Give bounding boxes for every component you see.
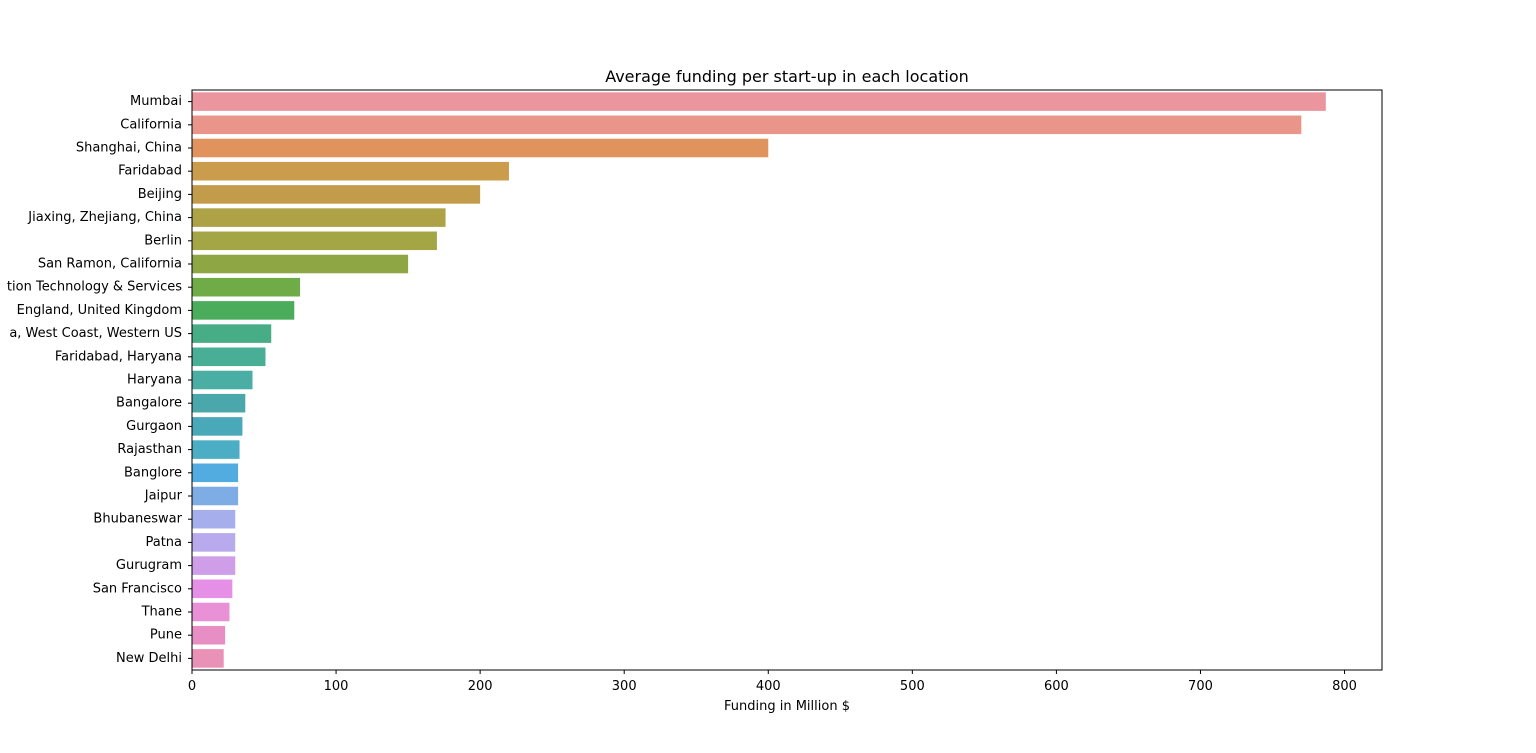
y-tick-label: California [120,117,182,132]
y-tick-label: Jiaxing, Zhejiang, China [27,210,182,225]
y-axis: Mumbai California Shanghai, China Faridabad… [7,94,192,666]
bar [192,440,240,459]
y-tick-label: Shanghai, China [76,141,182,156]
y-tick-label: tion Technology & Services [7,280,182,295]
bar [192,579,233,599]
bar [192,277,301,297]
bar [192,161,509,181]
y-tick-label: Mumbai [130,94,182,109]
y-tick-label: Thane [141,605,182,620]
bar [192,649,224,668]
x-tick-label: 400 [756,679,781,694]
plot-frame [191,89,1383,671]
y-tick-label: New Delhi [116,651,182,666]
y-tick-label: Gurugram [116,558,182,573]
y-tick-label: Pune [150,628,182,643]
bar [192,370,253,390]
bar [192,463,239,483]
y-tick-label: Bangalore [116,396,182,411]
y-tick-label: Gurgaon [126,419,182,434]
bar [192,417,243,436]
bar [192,254,409,274]
bar [192,138,769,158]
y-tick-label: Bhubaneswar [93,512,182,527]
x-tick-label: 800 [1332,679,1357,694]
x-tick-label: 600 [1044,679,1069,694]
x-tick-label: 100 [324,679,349,694]
bar [192,301,295,320]
y-tick-label: San Francisco [93,581,182,596]
x-tick-label: 300 [612,679,637,694]
y-tick-label: Jaipur [144,489,183,504]
y-tick-label: England, United Kingdom [17,303,182,318]
x-tick-label: 200 [468,679,493,694]
y-tick-label: Beijing [138,187,182,202]
y-tick-label: Faridabad, Haryana [55,349,182,364]
bar [192,486,239,506]
bar [192,556,236,575]
y-tick-label: Haryana [127,373,182,388]
y-tick-label: a, West Coast, Western US [9,326,182,341]
bar [192,347,266,367]
y-tick-label: Faridabad [118,164,182,179]
bar [192,92,1326,111]
y-tick-label: Rajasthan [117,442,182,457]
x-tick-label: 500 [900,679,925,694]
bar [192,208,446,227]
bar [192,533,236,552]
chart-title: Average funding per start-up in each loc… [605,67,969,86]
x-tick-label: 700 [1188,679,1213,694]
bar [192,393,246,413]
bar [192,115,1302,135]
y-tick-label: San Ramon, California [38,257,182,272]
bars-group [192,92,1326,668]
bar [192,231,437,251]
bar [192,602,230,622]
y-tick-label: Patna [145,535,182,550]
bar [192,509,236,529]
y-tick-label: Banglore [124,465,182,480]
x-axis-label: Funding in Million $ [724,699,850,714]
x-axis: 0 100 200 300 400 500 600 700 800 [188,670,1357,694]
y-tick-label: Berlin [144,233,182,248]
bar [192,625,226,645]
bar [192,324,272,343]
x-tick-label: 0 [188,679,196,694]
bar [192,185,481,204]
